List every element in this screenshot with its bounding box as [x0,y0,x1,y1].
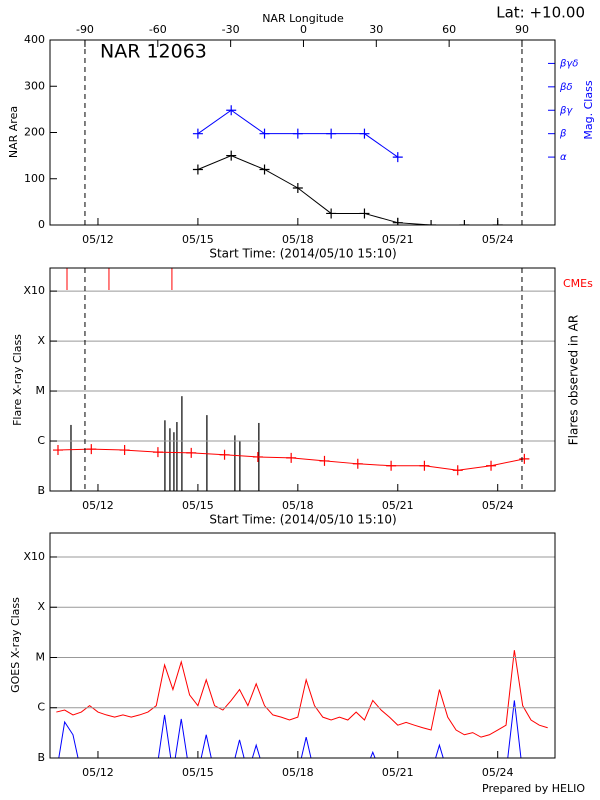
plot-frame [49,267,556,492]
y-axis-title: GOES X-ray Class [9,597,22,693]
y2-tick-label: βγδ [559,58,578,69]
y-tick-label: X10 [23,550,45,563]
plot-frame [49,532,556,759]
y-tick-label: X10 [23,284,45,297]
x-tick-label: 05/18 [282,766,314,779]
y2-axis-title: Mag. Class [582,80,595,139]
y-tick-label: 0 [38,218,45,231]
plot-frame [49,39,556,226]
marker [386,460,397,471]
marker [226,105,237,116]
marker [359,208,370,219]
marker [292,183,303,193]
marker [152,447,163,458]
marker [486,460,497,471]
y-axis-title: Flare X-ray Class [11,334,24,426]
y-tick-label: 200 [24,126,45,139]
x-tick-label: 05/21 [382,233,414,246]
series-line [56,650,548,738]
x-tick-label: 05/24 [482,499,514,512]
y-tick-label: M [36,650,46,663]
y2-tick-label: α [560,152,567,163]
y2-tick-label: β [559,129,567,140]
x-axis-title: Start Time: (2014/05/10 15:10) [209,247,396,261]
series-line [197,155,498,225]
y-tick-label: B [37,751,45,764]
y-tick-label: M [36,384,46,397]
x2-tick-label: 90 [515,23,529,36]
marker [292,128,303,139]
x-tick-label: 05/18 [282,233,314,246]
marker [192,164,203,175]
x-tick-label: 05/24 [482,233,514,246]
x2-tick-label: 60 [442,23,456,36]
x-axis-title: Start Time: (2014/05/10 15:10) [209,513,396,527]
marker [459,220,470,225]
x2-axis-title: NAR Longitude [262,12,344,25]
x-tick-label: 05/12 [82,233,114,246]
plot-area [52,268,530,491]
x-tick-label: 05/12 [82,766,114,779]
plot-area [56,650,548,758]
chart-title: NAR 12063 [100,41,207,63]
marker [326,208,337,219]
y-tick-label: 100 [24,172,45,185]
marker [259,128,270,139]
marker [52,445,63,456]
x-tick-label: 05/15 [182,499,214,512]
marker [359,128,370,139]
marker [192,128,203,139]
y-tick-label: 300 [24,79,45,92]
marker [326,128,337,139]
y-tick-label: X [37,600,45,613]
x-tick-label: 05/21 [382,766,414,779]
y2-axis-title: Flares observed in AR [567,315,581,445]
y-tick-label: 400 [24,33,45,46]
y-tick-label: C [37,701,45,714]
marker [286,452,297,463]
marker [452,465,463,476]
marker [119,445,130,456]
y2-tick-label: βγ [559,105,573,116]
marker [392,152,403,163]
marker [252,451,263,462]
marker [86,444,97,455]
x2-tick-label: -90 [76,23,94,36]
y-axis-title: NAR Area [7,106,20,158]
marker [426,220,437,225]
marker [219,449,230,460]
footer: Prepared by HELIO [482,782,585,795]
latitude: Lat: +10.00 [496,4,585,22]
x-tick-label: 05/21 [382,499,414,512]
x-tick-label: 05/12 [82,499,114,512]
plot-area [192,105,503,225]
y-tick-label: X [37,334,45,347]
marker [259,164,270,175]
x-tick-label: 05/15 [182,766,214,779]
marker [352,458,363,469]
x-tick-label: 05/18 [282,499,314,512]
x2-tick-label: -60 [149,23,167,36]
marker [186,447,197,458]
cme-label: CMEs [563,277,593,290]
x2-tick-label: 0 [300,23,307,36]
series-line [58,700,522,758]
marker [419,460,430,471]
x-tick-label: 05/24 [482,766,514,779]
y-tick-label: B [37,484,45,497]
y-tick-label: C [37,434,45,447]
y2-tick-label: βδ [559,82,573,93]
x2-tick-label: 30 [369,23,383,36]
marker [319,455,330,466]
marker [519,453,530,464]
x2-tick-label: -30 [222,23,240,36]
marker [226,150,237,161]
x-tick-label: 05/15 [182,233,214,246]
